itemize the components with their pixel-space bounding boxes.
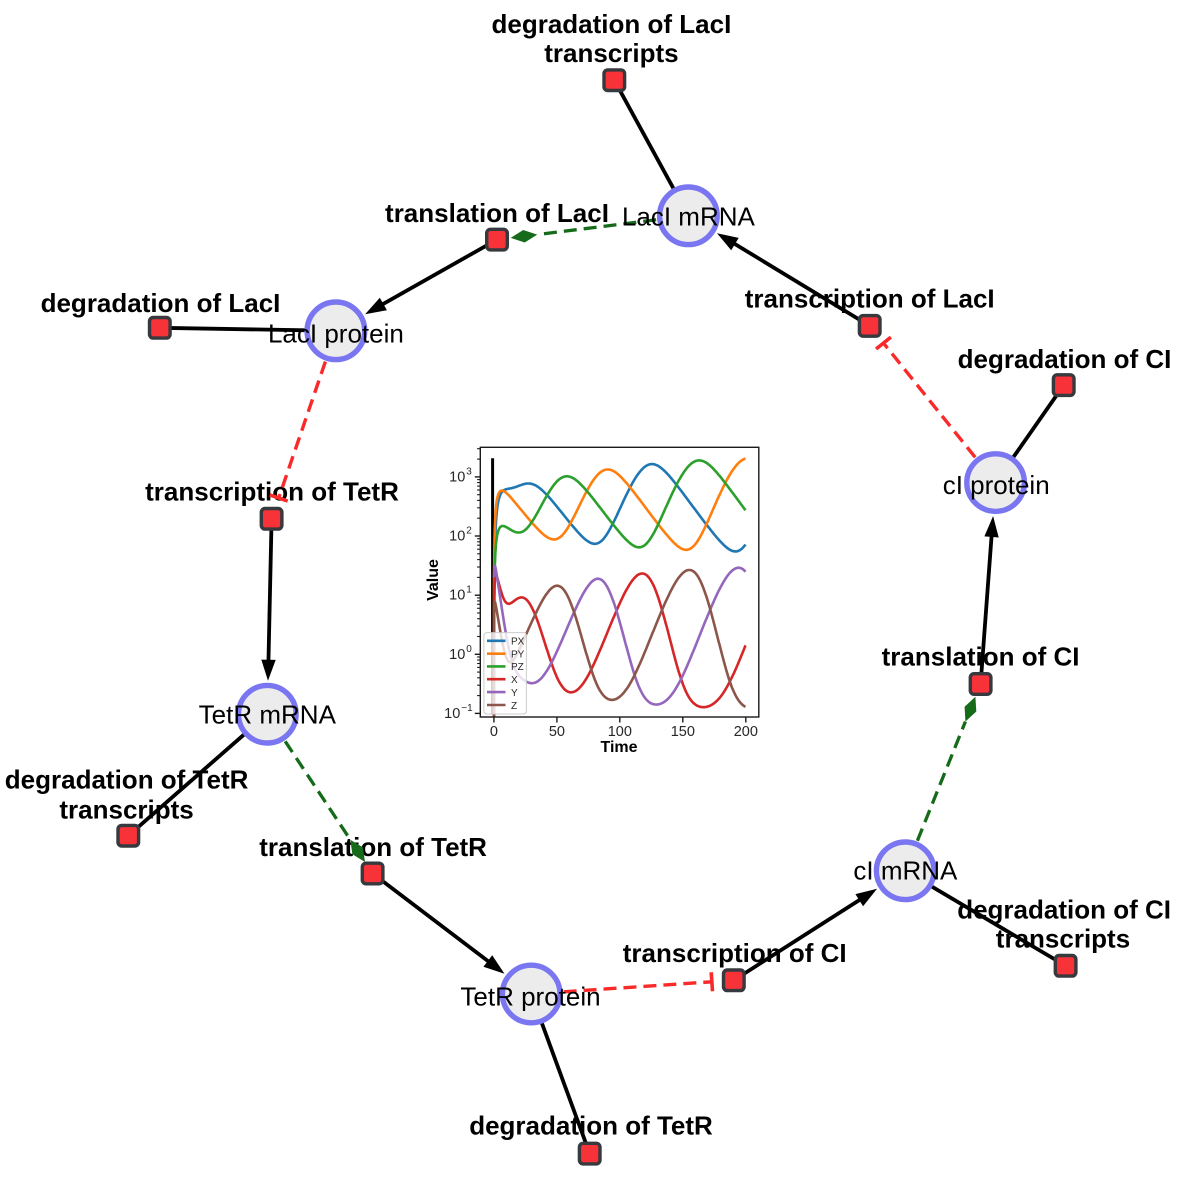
svg-text:cI mRNA: cI mRNA [853,856,958,886]
svg-text:1: 1 [466,585,472,596]
svg-text:Value: Value [425,559,442,601]
svg-text:LacI mRNA: LacI mRNA [622,201,756,231]
svg-text:−1: −1 [461,703,473,714]
svg-text:PZ: PZ [511,662,524,673]
svg-text:degradation of TetR: degradation of TetR [5,764,249,794]
svg-text:X: X [511,675,518,686]
svg-text:PX: PX [511,637,525,648]
svg-text:transcription of TetR: transcription of TetR [145,477,399,507]
svg-text:TetR protein: TetR protein [460,982,600,1012]
svg-text:100: 100 [608,724,632,740]
svg-text:10: 10 [449,647,465,663]
svg-text:10: 10 [449,529,465,545]
svg-text:PY: PY [511,650,525,661]
svg-text:50: 50 [549,724,565,740]
svg-text:0: 0 [490,724,498,740]
svg-text:degradation of TetR: degradation of TetR [469,1110,713,1140]
svg-text:transcription of CI: transcription of CI [623,938,847,968]
svg-text:degradation of CI: degradation of CI [957,894,1171,924]
svg-text:Z: Z [511,701,517,712]
svg-text:translation of TetR: translation of TetR [259,832,487,862]
svg-text:10: 10 [449,469,465,485]
svg-text:Time: Time [600,739,637,756]
svg-text:translation of LacI: translation of LacI [385,198,609,228]
svg-text:200: 200 [734,724,758,740]
svg-text:degradation of LacI: degradation of LacI [491,9,731,39]
svg-text:transcripts: transcripts [59,795,193,825]
svg-text:degradation of LacI: degradation of LacI [41,288,281,318]
svg-text:0: 0 [466,644,472,655]
svg-text:150: 150 [671,724,695,740]
svg-text:transcripts: transcripts [544,38,678,68]
svg-text:2: 2 [466,526,472,537]
svg-text:cI protein: cI protein [943,470,1050,500]
svg-text:3: 3 [466,466,472,477]
svg-text:10: 10 [444,706,460,722]
svg-text:10: 10 [449,588,465,604]
svg-text:Y: Y [511,688,518,699]
svg-text:LacI protein: LacI protein [268,318,404,348]
svg-text:degradation of CI: degradation of CI [958,344,1172,374]
svg-text:transcription of LacI: transcription of LacI [745,284,995,314]
svg-text:TetR mRNA: TetR mRNA [199,700,337,730]
